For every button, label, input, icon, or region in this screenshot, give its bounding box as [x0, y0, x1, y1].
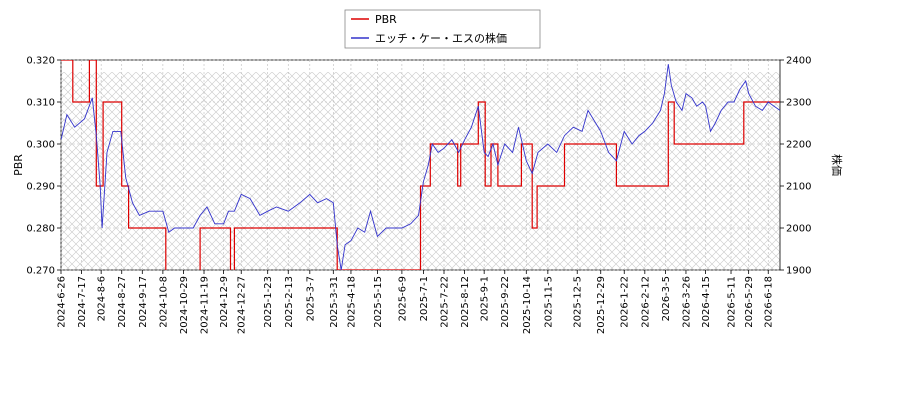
x-tick-label: 2026-3-5 [661, 276, 672, 321]
x-tick-label: 2025-3-7 [305, 276, 316, 321]
x-tick-label: 2025-9-1 [480, 276, 491, 321]
legend-box [344, 9, 541, 49]
x-tick-label: 2025-12-5 [573, 276, 584, 328]
y-axis-title-left: PBR [12, 154, 25, 176]
x-tick-label: 2024-11-19 [200, 276, 211, 334]
x-tick-label: 2025-12-29 [596, 276, 607, 334]
x-tick-label: 2025-3-31 [329, 276, 340, 328]
y-axis-title-right: 株価 [830, 154, 844, 176]
grid [60, 59, 780, 271]
y-tick-label-left: 0.300 [26, 140, 55, 151]
y-tick-label-right: 1900 [786, 266, 811, 277]
x-tick-label: 2025-4-18 [346, 276, 357, 328]
x-tick-label: 2026-5-29 [744, 276, 755, 328]
right-axis: 1900 2000 2100 2200 2300 2400 [780, 56, 811, 277]
x-tick-label: 2025-8-12 [460, 276, 471, 328]
y-tick-label-left: 0.280 [26, 224, 55, 235]
x-tick-label: 2026-1-22 [620, 276, 631, 328]
x-tick-label: 2026-5-11 [727, 276, 738, 328]
x-tick-label: 2025-11-5 [543, 276, 554, 328]
y-tick-label-left: 0.310 [26, 98, 55, 109]
x-tick-label: 2026-6-18 [764, 276, 775, 328]
y-tick-label-left: 0.320 [26, 56, 55, 67]
x-tick-label: 2024-10-8 [158, 276, 169, 328]
x-tick-label: 2026-3-26 [681, 276, 692, 328]
x-tick-label: 2026-4-15 [701, 276, 712, 328]
y-tick-label-right: 2000 [786, 224, 811, 235]
price-series-line [61, 64, 780, 270]
pbr-series-line [61, 60, 780, 270]
y-tick-label-left: 0.290 [26, 182, 55, 193]
legend: PBR エッチ・ケー・エスの株価 [344, 9, 541, 49]
y-tick-label-right: 2300 [786, 98, 811, 109]
x-tick-label: 2025-2-13 [284, 276, 295, 328]
x-tick-label: 2024-10-29 [179, 276, 190, 334]
x-tick-label: 2024-9-17 [138, 276, 149, 328]
x-tick-label: 2024-6-26 [57, 276, 68, 328]
x-tick-label: 2024-8-27 [117, 276, 128, 328]
x-tick-label: 2025-5-15 [373, 276, 384, 328]
x-tick-label: 2026-2-12 [640, 276, 651, 328]
x-axis: 2024-6-26 2024-7-17 2024-8-6 2024-8-27 2024-… [57, 270, 775, 334]
x-tick-label: 2024-8-6 [97, 276, 108, 321]
x-tick-label: 2024-12-27 [237, 276, 248, 334]
y-tick-label-left: 0.270 [26, 266, 55, 277]
x-tick-label: 2025-1-23 [263, 276, 274, 328]
x-tick-label: 2025-9-22 [500, 276, 511, 328]
y-tick-label-right: 2400 [786, 56, 811, 67]
y-tick-label-right: 2100 [786, 182, 811, 193]
x-tick-label: 2024-12-9 [219, 276, 230, 328]
x-tick-label: 2025-6-9 [397, 276, 408, 321]
x-tick-label: 2025-7-22 [440, 276, 451, 328]
legend-label-pbr: PBR [375, 13, 397, 26]
legend-label-price: エッチ・ケー・エスの株価 [375, 31, 507, 45]
x-tick-label: 2025-10-14 [522, 276, 533, 334]
x-tick-label: 2024-7-17 [77, 276, 88, 328]
x-tick-label: 2025-7-1 [419, 276, 430, 321]
left-axis: 0.270 0.280 0.290 0.300 0.310 0.320 [26, 56, 61, 277]
y-tick-label-right: 2200 [786, 140, 811, 151]
